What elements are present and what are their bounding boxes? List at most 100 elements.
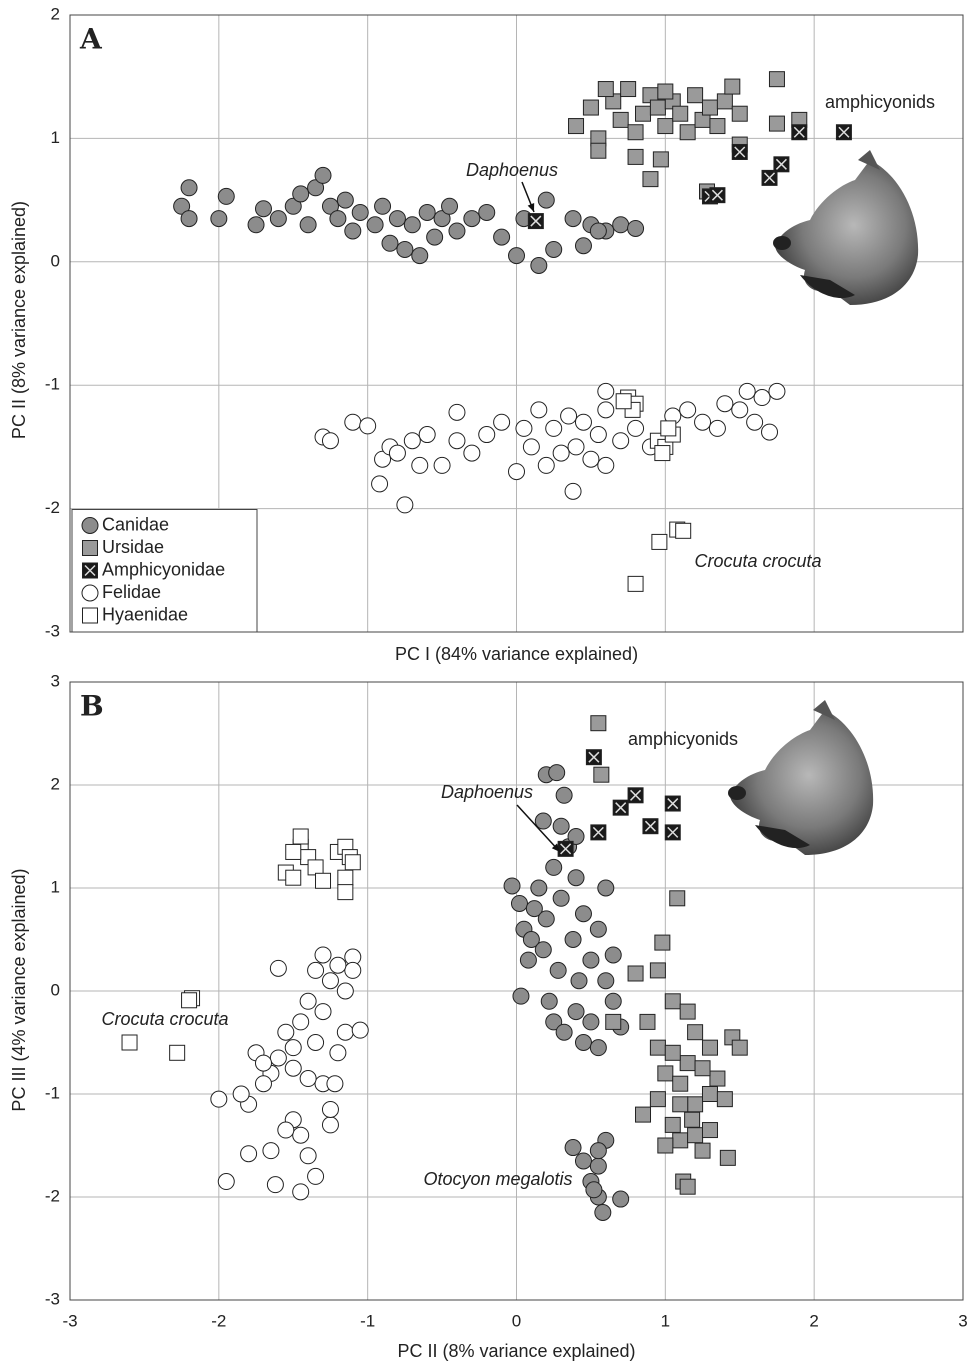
point — [768, 71, 785, 88]
point — [530, 879, 548, 897]
point — [396, 496, 414, 514]
point — [731, 401, 749, 419]
point — [593, 766, 610, 783]
point — [574, 237, 592, 255]
point — [761, 169, 778, 186]
point — [307, 1034, 325, 1051]
point — [336, 191, 354, 209]
point — [269, 210, 287, 228]
point — [493, 228, 511, 246]
point — [701, 1122, 718, 1139]
point — [597, 456, 615, 474]
point — [589, 222, 607, 240]
point — [568, 118, 585, 135]
point — [597, 81, 614, 98]
point — [679, 124, 696, 141]
points — [121, 715, 748, 1221]
point — [590, 142, 607, 159]
point — [374, 197, 392, 215]
point — [716, 395, 734, 413]
point — [652, 151, 669, 168]
point — [292, 185, 310, 203]
point — [510, 894, 528, 912]
point — [321, 432, 339, 450]
point — [709, 118, 726, 135]
y-tick-label: -3 — [45, 1289, 60, 1308]
point — [307, 859, 324, 876]
point — [299, 1070, 317, 1088]
point — [675, 522, 692, 539]
point — [292, 1013, 310, 1031]
point — [403, 432, 421, 450]
point — [642, 171, 659, 188]
point — [835, 124, 852, 141]
point — [701, 1039, 718, 1056]
point — [635, 1106, 652, 1123]
point — [545, 858, 563, 876]
y-tick-label: 3 — [51, 671, 60, 690]
point — [597, 382, 615, 400]
point — [314, 166, 332, 184]
point — [701, 99, 718, 116]
point — [589, 1157, 607, 1175]
point — [649, 1039, 666, 1056]
point — [181, 992, 198, 1009]
point — [582, 951, 600, 969]
point — [627, 965, 644, 982]
point — [515, 419, 533, 437]
point — [448, 403, 466, 421]
point — [687, 1024, 704, 1041]
point — [530, 257, 548, 275]
point — [519, 951, 537, 969]
x-tick-label: -2 — [211, 1311, 226, 1330]
x-tick-label: 3 — [958, 1311, 967, 1330]
point — [418, 426, 436, 444]
point — [522, 931, 540, 948]
point — [589, 1039, 607, 1057]
annotation: Crocuta crocuta — [694, 551, 821, 571]
point — [285, 869, 302, 886]
point — [433, 456, 451, 474]
point — [709, 187, 726, 204]
point — [590, 715, 607, 732]
point — [269, 1049, 287, 1067]
point — [604, 992, 622, 1010]
point — [433, 210, 451, 228]
point — [627, 419, 645, 437]
x-tick-label: -1 — [360, 1311, 375, 1330]
point — [664, 824, 681, 841]
point — [589, 1142, 607, 1160]
point — [574, 905, 592, 923]
point — [557, 840, 574, 857]
point — [582, 1013, 600, 1031]
point — [217, 1173, 235, 1191]
point — [664, 993, 681, 1010]
annotation: amphicyonids — [825, 92, 935, 112]
point — [284, 1039, 302, 1057]
point — [753, 389, 771, 407]
point — [321, 1116, 339, 1134]
y-tick-label: -1 — [45, 375, 60, 394]
point — [314, 1003, 332, 1021]
point — [552, 889, 570, 907]
point — [612, 216, 630, 234]
point — [669, 890, 686, 907]
point — [277, 1023, 295, 1041]
point — [329, 1044, 347, 1062]
point — [426, 228, 444, 246]
point — [277, 1121, 295, 1139]
point — [709, 1070, 726, 1087]
point — [615, 393, 632, 410]
point — [679, 401, 697, 419]
legend-box — [71, 509, 258, 633]
y-tick-label: 1 — [51, 128, 60, 147]
panel-label: B — [80, 690, 104, 723]
annotation-arrow — [516, 804, 561, 853]
point — [597, 401, 615, 419]
legend-label: Ursidae — [102, 537, 164, 557]
point — [612, 799, 629, 816]
plot-frame — [69, 14, 964, 633]
point — [307, 1167, 325, 1185]
point — [121, 1034, 138, 1051]
point — [672, 1075, 689, 1092]
